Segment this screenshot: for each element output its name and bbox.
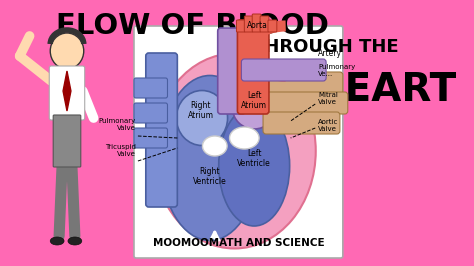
Ellipse shape	[161, 76, 259, 240]
Ellipse shape	[229, 127, 259, 149]
Text: FLOW OF BLOOD: FLOW OF BLOOD	[55, 12, 328, 40]
FancyBboxPatch shape	[134, 128, 167, 148]
Polygon shape	[63, 71, 71, 111]
FancyBboxPatch shape	[268, 20, 277, 32]
FancyBboxPatch shape	[252, 14, 261, 32]
FancyBboxPatch shape	[263, 92, 348, 114]
Ellipse shape	[153, 53, 316, 248]
Text: Left
Ventricle: Left Ventricle	[237, 149, 271, 168]
Text: Right
Atrium: Right Atrium	[188, 101, 214, 120]
Text: Right
Ventricle: Right Ventricle	[193, 167, 227, 186]
FancyBboxPatch shape	[146, 53, 177, 207]
Ellipse shape	[50, 33, 84, 69]
Text: Pulmonary
Valve: Pulmonary Valve	[99, 118, 136, 131]
FancyBboxPatch shape	[237, 20, 269, 114]
FancyBboxPatch shape	[134, 26, 343, 258]
Text: Left
Atrium: Left Atrium	[241, 91, 267, 110]
FancyBboxPatch shape	[241, 59, 326, 81]
Text: Tricuspid
Valve: Tricuspid Valve	[105, 144, 136, 157]
FancyBboxPatch shape	[260, 16, 269, 32]
FancyBboxPatch shape	[218, 28, 246, 114]
Ellipse shape	[68, 237, 82, 245]
FancyBboxPatch shape	[134, 78, 167, 98]
Text: HEART: HEART	[312, 71, 456, 109]
Ellipse shape	[202, 136, 227, 156]
Ellipse shape	[233, 87, 276, 129]
Text: Artery: Artery	[318, 49, 342, 58]
FancyBboxPatch shape	[237, 20, 246, 32]
Text: Pulmonary
Ve...: Pulmonary Ve...	[318, 64, 356, 77]
Text: Mitral
Valve: Mitral Valve	[318, 92, 338, 105]
Ellipse shape	[219, 106, 290, 226]
Ellipse shape	[176, 90, 228, 146]
FancyBboxPatch shape	[263, 72, 343, 94]
FancyBboxPatch shape	[49, 66, 85, 120]
Text: THROUGH THE: THROUGH THE	[252, 38, 399, 56]
Text: MOOMOOMATH AND SCIENCE: MOOMOOMATH AND SCIENCE	[153, 238, 324, 248]
FancyBboxPatch shape	[53, 115, 81, 167]
FancyBboxPatch shape	[244, 16, 253, 32]
Ellipse shape	[50, 237, 64, 245]
FancyBboxPatch shape	[134, 103, 167, 123]
Text: Aorta: Aorta	[246, 21, 267, 30]
Text: Aortic
Valve: Aortic Valve	[318, 119, 338, 132]
FancyBboxPatch shape	[62, 56, 72, 72]
FancyBboxPatch shape	[263, 112, 340, 134]
